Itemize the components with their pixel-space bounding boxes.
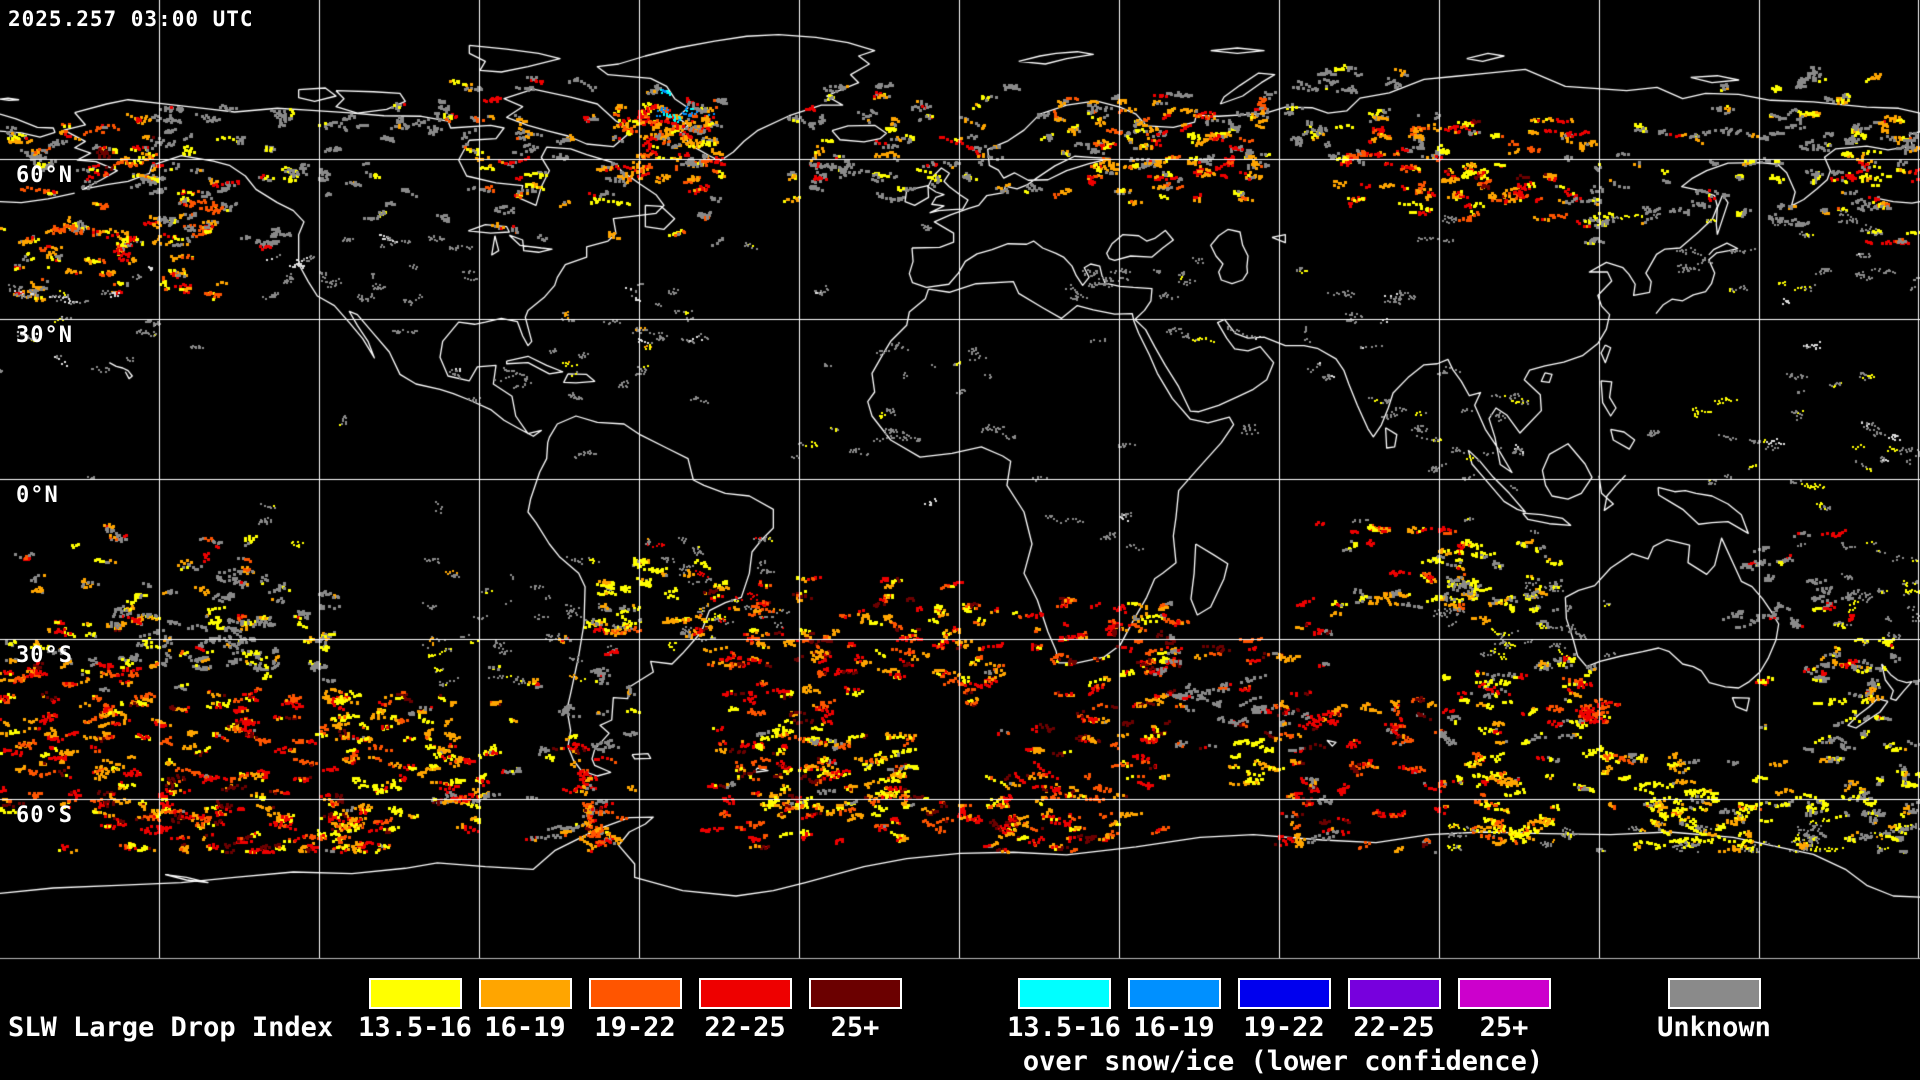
legend-label-slw-13.5-16: 13.5-16 — [358, 1012, 472, 1043]
timestamp-label: 2025.257 03:00 UTC — [8, 7, 254, 31]
legend-swatch-slw-19-22 — [589, 978, 682, 1009]
legend-swatch-snowice-13.5-16 — [1018, 978, 1111, 1009]
latitude-label-60n: 60°N — [16, 163, 73, 188]
legend-label-snowice-13.5-16: 13.5-16 — [1007, 1012, 1121, 1043]
legend-swatch-slw-22-25 — [699, 978, 792, 1009]
legend-swatch-snowice-22-25 — [1348, 978, 1441, 1009]
legend-title: SLW Large Drop Index — [8, 1012, 334, 1043]
legend-swatch-unknown — [1668, 978, 1761, 1009]
latitude-label-60s: 60°S — [16, 803, 73, 828]
legend-label-slw-22-25: 22-25 — [704, 1012, 786, 1043]
latitude-label-0n: 0°N — [16, 483, 59, 508]
legend-swatch-slw-25plus — [809, 978, 902, 1009]
legend-label-snowice-22-25: 22-25 — [1353, 1012, 1435, 1043]
latitude-label-30n: 30°N — [16, 323, 73, 348]
legend-swatch-snowice-19-22 — [1238, 978, 1331, 1009]
legend-swatch-snowice-25plus — [1458, 978, 1551, 1009]
legend-swatch-slw-13.5-16 — [369, 978, 462, 1009]
legend-label-snowice-19-22: 19-22 — [1243, 1012, 1325, 1043]
snowice-note-label: over snow/ice (lower confidence) — [1022, 1046, 1544, 1077]
legend-label-snowice-16-19: 16-19 — [1133, 1012, 1215, 1043]
legend-label-slw-19-22: 19-22 — [594, 1012, 676, 1043]
legend-swatch-slw-16-19 — [479, 978, 572, 1009]
legend-label-slw-25plus: 25+ — [830, 1012, 880, 1043]
legend-label-slw-16-19: 16-19 — [484, 1012, 566, 1043]
latitude-label-30s: 30°S — [16, 643, 73, 668]
legend-label-unknown: Unknown — [1657, 1012, 1771, 1043]
legend-label-snowice-25plus: 25+ — [1479, 1012, 1529, 1043]
legend-swatch-snowice-16-19 — [1128, 978, 1221, 1009]
